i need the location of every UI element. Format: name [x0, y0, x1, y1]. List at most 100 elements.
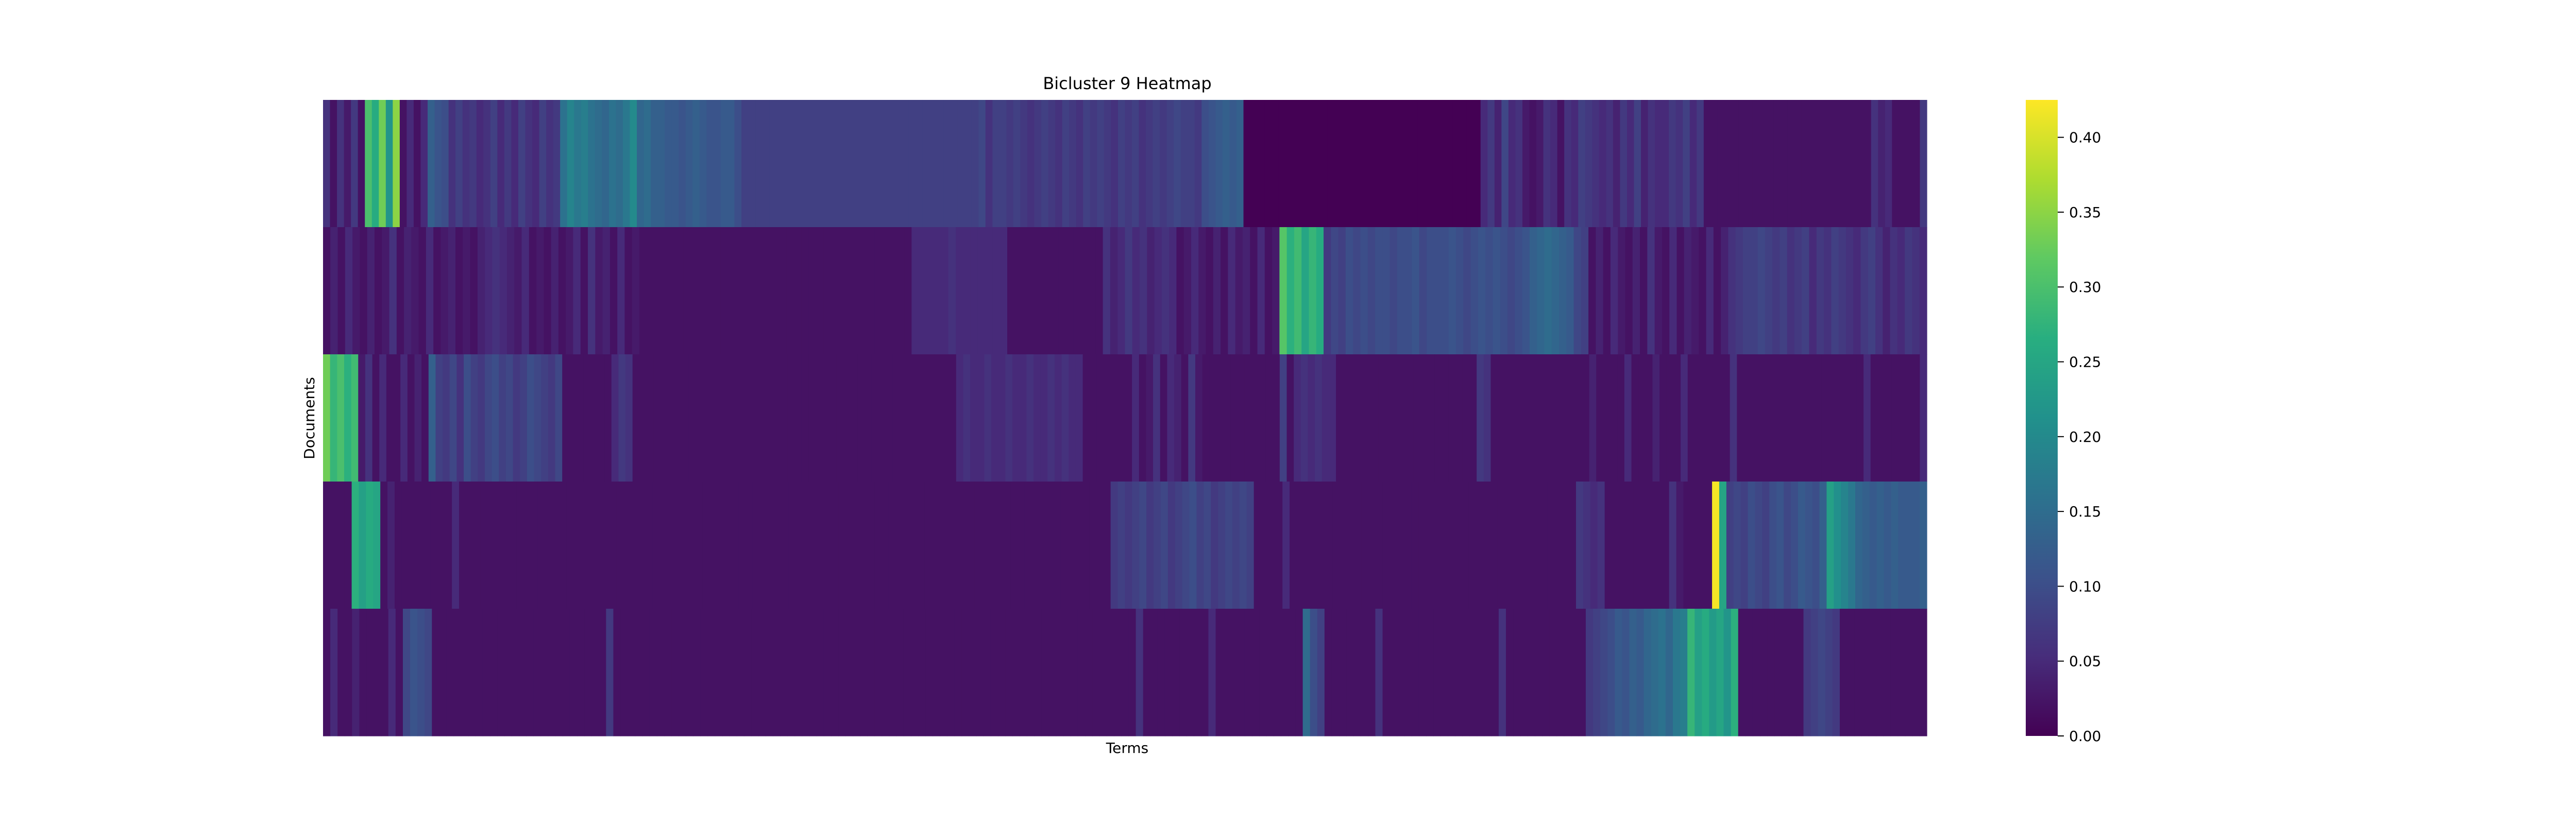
- heatmap-cell: [1557, 100, 1565, 228]
- heatmap-cell: [1762, 482, 1770, 609]
- heatmap-cell: [1735, 227, 1743, 355]
- heatmap-cell: [1620, 100, 1628, 228]
- heatmap-cell: [469, 100, 477, 228]
- heatmap-cell: [1288, 609, 1296, 736]
- heatmap-cell: [448, 227, 456, 355]
- heatmap-cell: [1759, 100, 1767, 228]
- heatmap-cell: [926, 227, 934, 355]
- heatmap-cell: [1041, 100, 1049, 228]
- heatmap-cell: [385, 100, 393, 228]
- heatmap-cell: [917, 482, 925, 609]
- heatmap-cell: [1766, 100, 1774, 228]
- heatmap-cell: [1798, 482, 1806, 609]
- heatmap-cell: [426, 227, 434, 355]
- heatmap-cell: [1232, 482, 1240, 609]
- heatmap-cell: [1046, 482, 1054, 609]
- heatmap-cell: [741, 100, 749, 228]
- heatmap-cell: [829, 354, 837, 482]
- heatmap-cell: [720, 100, 728, 228]
- heatmap-cell: [1082, 482, 1090, 609]
- heatmap-cell: [1673, 354, 1681, 482]
- heatmap-cell: [509, 482, 517, 609]
- heatmap-cell: [1629, 609, 1637, 736]
- heatmap-cell: [735, 227, 743, 355]
- heatmap-cell: [977, 354, 985, 482]
- heatmap-cell: [808, 354, 816, 482]
- heatmap-cell: [1504, 482, 1512, 609]
- heatmap-cell: [490, 100, 498, 228]
- heatmap-cell: [1654, 227, 1663, 355]
- heatmap-cell: [1920, 100, 1927, 228]
- heatmap-cell: [1600, 609, 1608, 736]
- heatmap-cell: [815, 354, 823, 482]
- heatmap-cell: [559, 482, 567, 609]
- heatmap-cell: [548, 609, 556, 736]
- heatmap-cell: [1645, 354, 1653, 482]
- heatmap-cell: [969, 609, 977, 736]
- heatmap-cell: [428, 100, 435, 228]
- heatmap-cell: [455, 100, 463, 228]
- heatmap-cell: [738, 482, 746, 609]
- heatmap-cell: [1315, 354, 1323, 482]
- heatmap-cell: [541, 354, 549, 482]
- heatmap-cell: [1905, 609, 1913, 736]
- heatmap-cell: [1884, 482, 1892, 609]
- heatmap-cell: [1599, 100, 1606, 228]
- heatmap-cell: [1378, 354, 1386, 482]
- heatmap-cell: [1789, 609, 1797, 736]
- heatmap-cell: [690, 227, 699, 355]
- heatmap-cell: [1174, 100, 1181, 228]
- heatmap-cell: [497, 609, 505, 736]
- heatmap-cell: [874, 609, 883, 736]
- heatmap-cell: [359, 482, 366, 609]
- heatmap-cell: [1278, 100, 1286, 228]
- heatmap-cell: [1005, 609, 1013, 736]
- heatmap-cell: [1455, 354, 1463, 482]
- heatmap-cell: [420, 100, 428, 228]
- heatmap-cell: [452, 482, 460, 609]
- heatmap-cell: [1491, 609, 1499, 736]
- heatmap-cell: [1648, 100, 1655, 228]
- heatmap-cell: [867, 227, 875, 355]
- heatmap-cell: [1114, 609, 1122, 736]
- heatmap-cell: [413, 100, 421, 228]
- heatmap-cell: [1825, 609, 1833, 736]
- heatmap-cell: [1790, 482, 1799, 609]
- heatmap-cell: [1077, 609, 1086, 736]
- heatmap-cell: [874, 100, 882, 228]
- heatmap-cell: [1085, 609, 1093, 736]
- heatmap-cell: [1544, 227, 1552, 355]
- heatmap-cell: [418, 227, 427, 355]
- heatmap-cell: [1433, 609, 1441, 736]
- heatmap-cell: [1343, 354, 1351, 482]
- heatmap-cell: [1411, 482, 1419, 609]
- heatmap-cell: [867, 100, 874, 228]
- heatmap-cell: [1347, 482, 1354, 609]
- heatmap-cell: [1853, 227, 1861, 355]
- heatmap-cell: [1713, 227, 1721, 355]
- heatmap-cell: [485, 227, 493, 355]
- heatmap-cell: [665, 100, 672, 228]
- heatmap-cell: [703, 354, 710, 482]
- heatmap-cell: [632, 227, 640, 355]
- heatmap-cell: [512, 609, 519, 736]
- heatmap-cell: [1821, 354, 1829, 482]
- heatmap-cell: [581, 482, 588, 609]
- heatmap-cell: [337, 609, 345, 736]
- heatmap-cell: [1117, 354, 1126, 482]
- heatmap-cell: [1831, 227, 1839, 355]
- heatmap-cell: [323, 100, 331, 228]
- heatmap-cell: [499, 227, 507, 355]
- heatmap-cell: [1299, 100, 1307, 228]
- heatmap-cell: [1571, 100, 1579, 228]
- heatmap-cell: [365, 354, 373, 482]
- heatmap-cell: [1501, 100, 1509, 228]
- colorbar-tick-label: 0.40: [2069, 129, 2101, 146]
- heatmap-cell: [1329, 354, 1336, 482]
- heatmap-cell: [374, 609, 382, 736]
- heatmap-cell: [1814, 354, 1822, 482]
- heatmap-cell: [1755, 482, 1762, 609]
- colorbar-tick-label: 0.30: [2069, 279, 2101, 296]
- heatmap-cell: [620, 609, 629, 736]
- heatmap-cell: [688, 482, 696, 609]
